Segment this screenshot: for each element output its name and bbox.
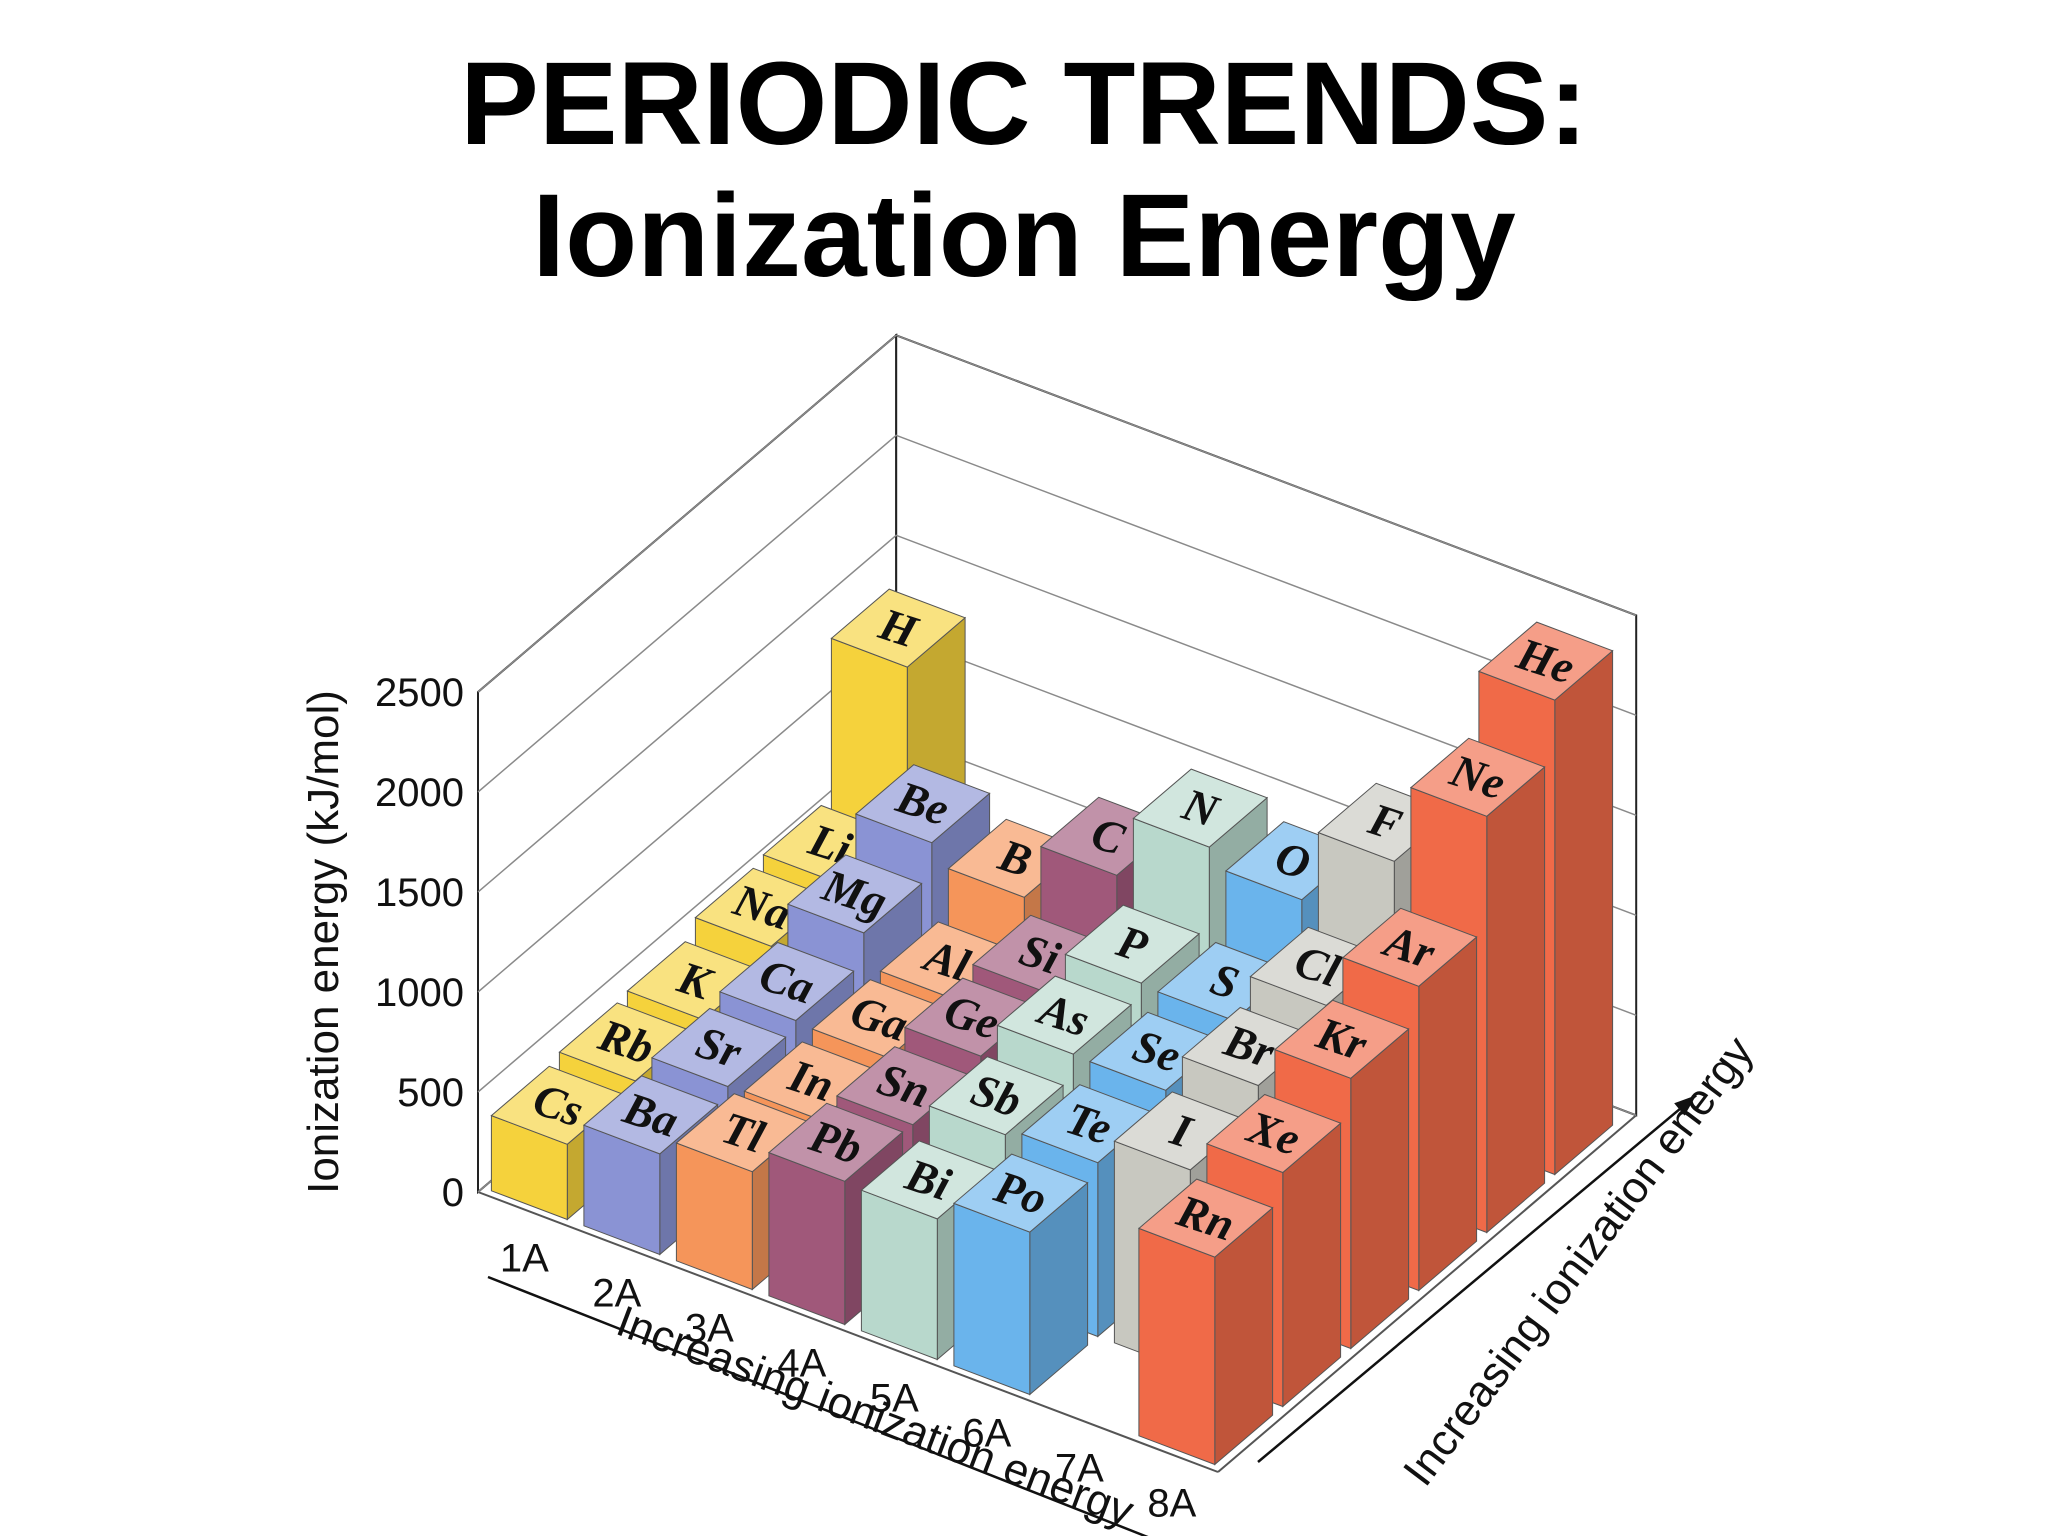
bar-side-Ne [1486,765,1546,1234]
slide-title-line-2: Ionization Energy [532,170,1516,302]
group-label-4A: 4A [777,1342,826,1386]
y-tick-label-1000: 1000 [375,971,464,1015]
bar-front-Rn [1138,1227,1216,1466]
bar-top-Sb [928,1056,1065,1136]
bar-top-Ba [582,1075,719,1155]
bar-top-Ca [718,941,855,1022]
depth-axis-arrow-head [1674,1095,1697,1116]
bar-side-He [1554,649,1614,1176]
bar-side-Ar [1418,935,1478,1292]
bar-front-Bi [860,1189,938,1361]
y-tick-label-500: 500 [397,1071,464,1115]
bar-side-Kr [1350,1027,1410,1350]
depth-axis-arrow-line [1257,1094,1698,1463]
bar-top-Pb [767,1102,904,1182]
bar-Po: Po [952,1153,1089,1396]
bar-Rn: Rn [1137,1178,1274,1466]
bar-top-Sr [650,1007,787,1088]
bar-top-As [996,975,1133,1055]
group-label-8A: 8A [1147,1482,1196,1526]
bar-top-Kr [1273,999,1410,1079]
bar-top-Xe [1205,1093,1342,1174]
y-tick-label-2000: 2000 [375,771,464,815]
bar-top-Mg [786,854,923,934]
group-label-6A: 6A [962,1412,1011,1456]
x-axis-arrow-line [487,1275,1149,1536]
group-label-1A: 1A [500,1237,549,1281]
bar-top-Po [952,1153,1089,1233]
bar-top-H [830,588,967,668]
y-axis-ticks: 0 500 1000 1500 2000 2500 [375,671,464,1215]
y-tick-label-1500: 1500 [375,871,464,915]
y-tick-label-2500: 2500 [375,671,464,715]
slide-title-line-1: PERIODIC TRENDS: [460,38,1588,170]
bar-top-He [1477,621,1614,701]
gridline-2000 [477,434,1637,793]
gridline-1500 [477,534,1637,893]
bar-top-Be [854,764,991,844]
bar-top-P [1064,904,1201,984]
group-label-2A: 2A [592,1272,641,1316]
bar-front-Pb [768,1151,846,1326]
group-label-5A: 5A [870,1377,919,1421]
gridline-2500 [477,334,1637,693]
y-tick-label-0: 0 [442,1171,464,1215]
group-label-7A: 7A [1055,1447,1104,1491]
bar-top-Ne [1409,737,1546,817]
bar-top-N [1132,768,1269,848]
floor-right-edge [1217,1114,1637,1473]
group-label-3A: 3A [685,1307,734,1351]
floor-front-edge [477,1191,1219,1473]
bar-top-Rn [1137,1178,1274,1258]
bar-top-Ar [1341,907,1478,987]
bar-front-Po [953,1202,1031,1396]
y-axis-label: Ionization energy (kJ/mol) [299,690,348,1194]
